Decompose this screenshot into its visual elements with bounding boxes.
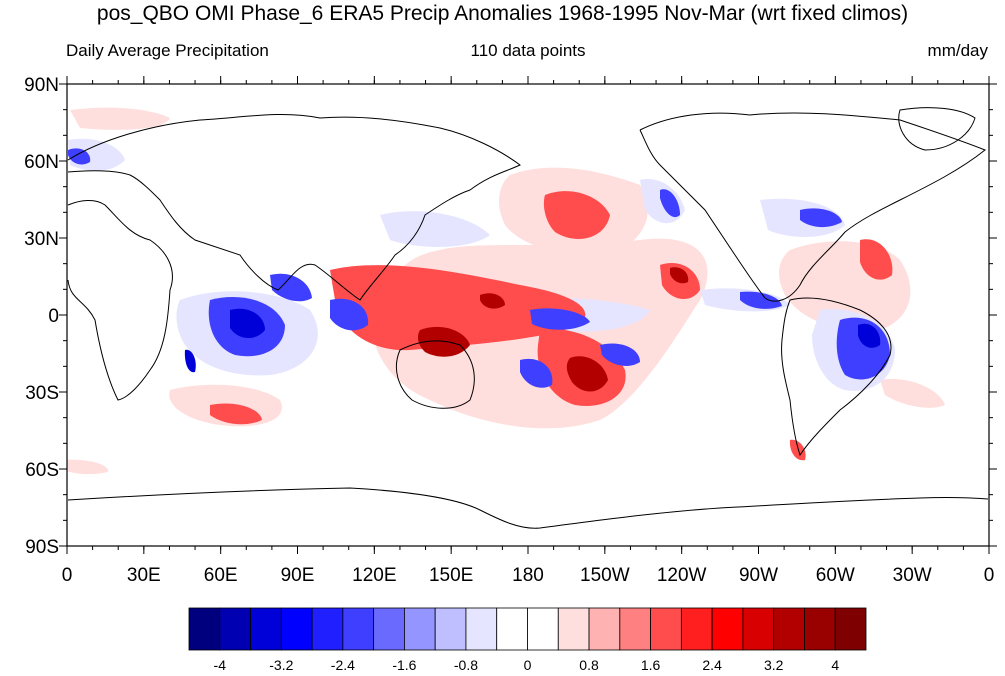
lon-tick-label: 90E	[281, 565, 315, 586]
anomaly-patch	[860, 239, 893, 280]
colorbar-swatch	[680, 607, 713, 651]
colorbar-labels: -4 -3.2 -2.4 -1.6 -0.8 0 0.8 1.6 2.4 3.2 4	[214, 657, 840, 673]
colorbar-swatch	[557, 607, 590, 651]
anomaly-patch	[330, 298, 369, 331]
colorbar-label: -2.4	[331, 657, 355, 673]
lon-tick-label: 120E	[352, 565, 396, 586]
colorbar-swatch	[804, 607, 836, 651]
data-points-label: 110 data points	[470, 41, 586, 60]
anomaly-patch	[566, 356, 608, 392]
anomaly-patch	[480, 293, 505, 309]
colorbar-swatch	[588, 607, 621, 651]
lat-tick-label: 30S	[25, 383, 59, 404]
anomaly-patch	[230, 308, 265, 339]
lon-tick-label: 0	[984, 565, 995, 586]
lon-tick-label: 30E	[127, 565, 161, 586]
colorbar-swatch	[342, 607, 375, 651]
lat-tick-label: 90N	[24, 75, 59, 96]
lon-tick-label: 180	[512, 565, 544, 586]
colorbar-swatch	[280, 607, 313, 651]
lon-tick-label: 60W	[816, 565, 855, 586]
colorbar-swatch	[373, 607, 405, 651]
lat-tick-label: 90S	[25, 537, 59, 558]
colorbar-swatch	[434, 607, 467, 651]
anomaly-patch	[660, 189, 680, 218]
colorbar-label: -4	[214, 657, 227, 673]
colorbar-swatch	[711, 607, 744, 651]
colorbar-swatch	[188, 607, 221, 651]
colorbar-swatch	[496, 607, 528, 651]
colorbar-label: 4	[831, 657, 839, 673]
map-frame	[59, 76, 997, 554]
lon-tick-label: 150E	[429, 565, 473, 586]
anomaly-patch	[184, 349, 196, 373]
lon-tick-label: 120W	[657, 565, 707, 586]
anomaly-patch	[789, 439, 806, 461]
anomaly-patch	[210, 403, 262, 425]
colorbar-swatch	[527, 607, 559, 651]
anomaly-patch	[380, 211, 490, 247]
lat-tick-label: 60N	[24, 152, 59, 173]
colorbar-swatch	[219, 607, 251, 651]
units-label: mm/day	[927, 41, 988, 60]
colorbar-swatch	[619, 607, 651, 651]
anomaly-patch	[600, 343, 640, 366]
colorbar-label: -3.2	[269, 657, 293, 673]
coastline-north-america	[639, 112, 986, 302]
coastline-antarctica	[67, 487, 989, 529]
coastline-south-america	[781, 297, 892, 457]
coastline-eurasia	[67, 114, 521, 301]
colorbar-swatch	[404, 607, 436, 651]
lon-tick-label: 0	[62, 565, 73, 586]
anomaly-patch	[740, 291, 782, 309]
anomaly-patch	[330, 265, 586, 351]
anomaly-patch	[858, 323, 881, 348]
anomaly-patch	[670, 267, 689, 284]
lon-tick-label: 60E	[204, 565, 238, 586]
lon-tick-label: 30W	[893, 565, 932, 586]
colorbar-label: 0	[524, 657, 532, 673]
plot-title: pos_QBO OMI Phase_6 ERA5 Precip Anomalie…	[96, 2, 909, 25]
colorbar-label: 1.6	[641, 657, 661, 673]
anomaly-patch	[520, 358, 553, 388]
colorbar	[188, 607, 867, 651]
lat-tick-label: 30N	[24, 229, 59, 250]
colorbar-swatch	[311, 607, 344, 651]
variable-label: Daily Average Precipitation	[66, 41, 269, 60]
colorbar-swatch	[650, 607, 682, 651]
anomaly-patch	[270, 273, 312, 302]
anomaly-patch	[530, 308, 590, 330]
coastlines	[67, 107, 989, 529]
colorbar-label: -1.6	[392, 657, 416, 673]
colorbar-swatch	[250, 607, 282, 651]
colorbar-label: 3.2	[764, 657, 784, 673]
colorbar-swatch	[834, 607, 867, 651]
precip-anomaly-field	[67, 107, 945, 475]
lat-tick-label: 60S	[25, 460, 59, 481]
coastline-africa	[67, 200, 173, 401]
colorbar-label: 0.8	[579, 657, 599, 673]
anomaly-patch	[70, 107, 170, 130]
longitude-labels: 0 30E 60E 90E 120E 150E 180 150W 120W 90W 60W 30W 0	[62, 565, 995, 586]
anomaly-patch	[880, 379, 945, 408]
anomaly-patch	[543, 191, 610, 239]
lat-tick-label: 0	[48, 306, 59, 327]
colorbar-label: -0.8	[454, 657, 478, 673]
colorbar-swatch	[773, 607, 805, 651]
anomaly-patch	[67, 459, 109, 475]
coastline-greenland	[898, 107, 976, 151]
lon-tick-label: 90W	[739, 565, 778, 586]
coastline-australia	[396, 340, 475, 409]
colorbar-swatch	[742, 607, 775, 651]
lon-tick-label: 150W	[580, 565, 630, 586]
anomaly-patch	[800, 208, 842, 228]
anomaly-patch	[68, 148, 91, 165]
colorbar-label: 2.4	[702, 657, 722, 673]
latitude-labels: 90N 60N 30N 0 30S 60S 90S	[24, 75, 59, 558]
colorbar-swatch	[465, 607, 498, 651]
